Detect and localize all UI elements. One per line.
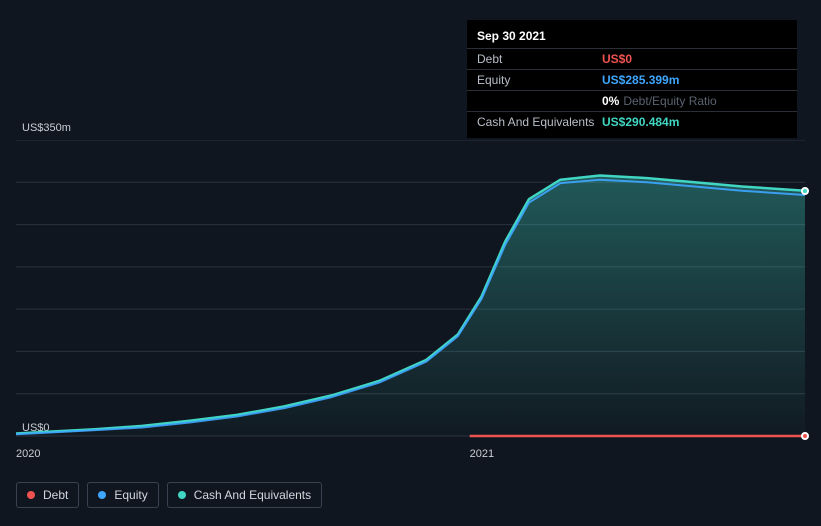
legend-item[interactable]: Debt xyxy=(16,482,79,508)
legend-item-label: Debt xyxy=(43,488,68,502)
x-axis-tick-label: 2020 xyxy=(16,448,40,460)
legend-item[interactable]: Equity xyxy=(87,482,158,508)
tooltip-ratio: 0%Debt/Equity Ratio xyxy=(602,93,717,109)
legend-dot-icon xyxy=(27,491,35,499)
tooltip-row: Cash And EquivalentsUS$290.484m xyxy=(467,111,797,132)
series-end-marker xyxy=(801,432,809,440)
legend-item-label: Equity xyxy=(114,488,147,502)
tooltip-title: Sep 30 2021 xyxy=(467,26,797,48)
tooltip-row-label: Cash And Equivalents xyxy=(477,114,602,130)
chart-legend: Debt Equity Cash And Equivalents xyxy=(16,482,322,508)
tooltip-row: DebtUS$0 xyxy=(467,48,797,69)
tooltip-row: EquityUS$285.399m xyxy=(467,69,797,90)
legend-dot-icon xyxy=(98,491,106,499)
tooltip-row-label xyxy=(477,93,602,109)
tooltip-row-value: US$290.484m xyxy=(602,114,679,130)
chart-tooltip: Sep 30 2021 DebtUS$0EquityUS$285.399m0%D… xyxy=(467,20,797,138)
tooltip-row: 0%Debt/Equity Ratio xyxy=(467,90,797,111)
series-end-marker xyxy=(801,187,809,195)
legend-dot-icon xyxy=(178,491,186,499)
tooltip-row-value: US$285.399m xyxy=(602,72,679,88)
x-axis-tick-label: 2021 xyxy=(470,448,494,460)
legend-item-label: Cash And Equivalents xyxy=(194,488,311,502)
tooltip-row-label: Equity xyxy=(477,72,602,88)
area-chart xyxy=(16,140,805,440)
tooltip-row-value: US$0 xyxy=(602,51,632,67)
legend-item[interactable]: Cash And Equivalents xyxy=(167,482,322,508)
y-axis-max-label: US$350m xyxy=(22,122,71,134)
tooltip-row-label: Debt xyxy=(477,51,602,67)
